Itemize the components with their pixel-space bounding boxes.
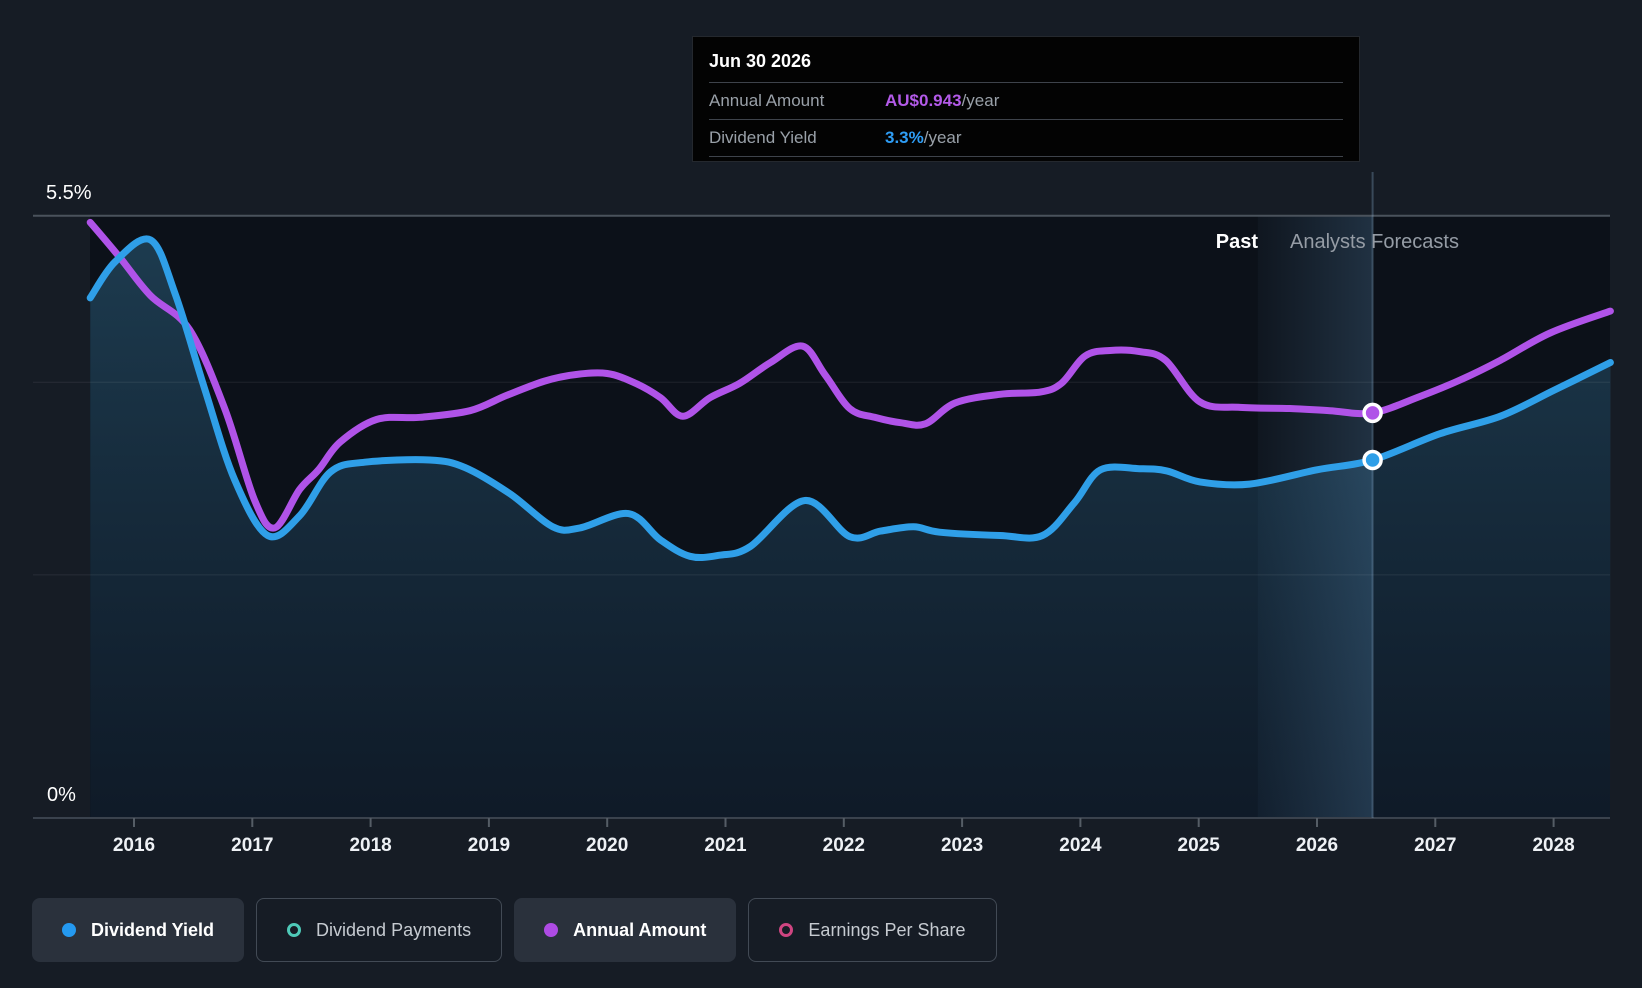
y-axis-label-max: 5.5% [46, 182, 92, 204]
x-axis-label: 2023 [941, 835, 983, 856]
x-axis-label: 2016 [113, 835, 155, 856]
legend-ring-icon [287, 923, 302, 937]
x-axis-label: 2024 [1059, 835, 1102, 856]
legend-item-label: Dividend Payments [316, 919, 472, 940]
tooltip-value-suffix: /year [923, 128, 962, 147]
tooltip-value-suffix: /year [961, 91, 1000, 110]
x-axis-label: 2017 [231, 835, 273, 856]
legend-item-earnings-per-share[interactable]: Earnings Per Share [748, 898, 997, 962]
annual-amount-line [86, 218, 1614, 532]
tooltip-value: AU$0.943 [885, 91, 962, 110]
x-axis-label: 2028 [1532, 835, 1574, 856]
analysts-forecasts-region-label: Analysts Forecasts [1290, 231, 1459, 253]
x-axis-label: 2025 [1178, 835, 1221, 856]
legend-item-dividend-yield[interactable]: Dividend Yield [32, 898, 245, 962]
legend-ring-icon [779, 923, 794, 937]
tooltip-label: Annual Amount [709, 91, 825, 110]
legend-item-label: Earnings Per Share [808, 919, 966, 940]
dividend-yield-line [86, 235, 1614, 562]
x-axis-label: 2021 [704, 835, 747, 856]
hover-marker-dividend-yield [1362, 449, 1383, 471]
legend-dot-icon [544, 923, 559, 937]
past-region-label: Past [1215, 231, 1258, 253]
tooltip-row-dividend-yield: Dividend Yield 3.3%/year [709, 120, 1343, 157]
tooltip-row-annual-amount: Annual Amount AU$0.943/year [709, 83, 1343, 120]
x-axis-label: 2018 [349, 835, 391, 856]
legend-item-label: Annual Amount [573, 919, 707, 940]
x-axis-label: 2026 [1296, 835, 1338, 856]
hover-marker-annual-amount [1362, 402, 1383, 424]
x-axis-label: 2019 [468, 835, 510, 856]
x-axis-label: 2027 [1414, 835, 1456, 856]
legend-item-label: Dividend Yield [91, 919, 215, 940]
chart-legend: Dividend Yield Dividend Payments Annual Am… [32, 898, 997, 962]
y-axis-label-min: 0% [47, 784, 76, 806]
forecast-highlight-band [1257, 216, 1373, 818]
x-axis-label: 2020 [586, 835, 628, 856]
legend-dot-icon [62, 923, 76, 937]
tooltip-value: 3.3% [885, 128, 924, 147]
tooltip-date: Jun 30 2026 [709, 47, 1343, 83]
legend-item-dividend-payments[interactable]: Dividend Payments [256, 898, 503, 962]
dividend-yield-area-fill [90, 238, 1611, 819]
hover-tooltip: Jun 30 2026 Annual Amount AU$0.943/year … [692, 36, 1360, 162]
tooltip-label: Dividend Yield [709, 128, 817, 147]
x-axis-label: 2022 [823, 835, 865, 856]
legend-item-annual-amount[interactable]: Annual Amount [514, 898, 737, 962]
